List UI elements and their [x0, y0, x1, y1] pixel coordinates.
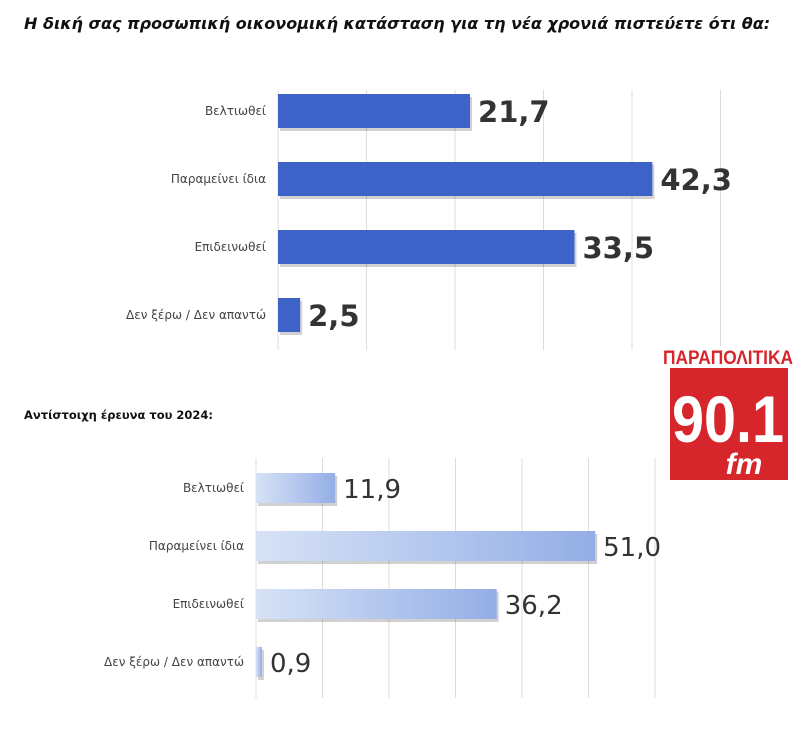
category-label: Επιδεινωθεί — [195, 240, 266, 254]
category-label: Παραμείνει ίδια — [171, 172, 266, 186]
bar — [278, 94, 471, 128]
data-label: 11,9 — [343, 475, 401, 505]
bar-chart-current: Βελτιωθεί 21,7 Παραμείνει ίδια 42,3 Επιδεινω… — [126, 90, 732, 350]
data-label: 2,5 — [308, 299, 359, 333]
data-label: 42,3 — [660, 163, 732, 197]
logo-number: 90.1 — [672, 382, 784, 456]
category-label: Βελτιωθεί — [183, 481, 244, 495]
category-label: Επιδεινωθεί — [173, 597, 244, 611]
logo-suffix: fm — [726, 448, 763, 481]
bar — [278, 298, 301, 332]
category-label: Δεν ξέρω / Δεν απαντώ — [126, 308, 266, 322]
data-label: 51,0 — [603, 533, 661, 563]
bar — [278, 162, 653, 196]
bar-chart-2024: Βελτιωθεί 11,9 Παραμείνει ίδια 51,0 Επιδεινω… — [104, 458, 661, 698]
data-label: 0,9 — [270, 649, 311, 679]
category-label: Βελτιωθεί — [205, 104, 266, 118]
bar — [256, 589, 497, 619]
bar — [256, 647, 262, 677]
category-label: Παραμείνει ίδια — [149, 539, 244, 553]
chart-title: Η δική σας προσωπική οικονομική κατάστασ… — [24, 14, 771, 33]
bar — [256, 473, 336, 503]
bar — [256, 531, 596, 561]
category-label: Δεν ξέρω / Δεν απαντώ — [104, 655, 244, 669]
chart-2024-subtitle: Αντίστοιχη έρευνα του 2024: — [24, 408, 213, 422]
data-label: 36,2 — [505, 591, 563, 621]
logo-top-text: ΠΑΡΑΠΟΛΙΤΙΚΑ — [663, 348, 793, 369]
data-label: 33,5 — [582, 231, 654, 265]
bar — [278, 230, 575, 264]
parapolitika-901fm-logo: ΠΑΡΑΠΟΛΙΤΙΚΑ 90.1 fm — [660, 346, 796, 481]
data-label: 21,7 — [478, 95, 550, 129]
